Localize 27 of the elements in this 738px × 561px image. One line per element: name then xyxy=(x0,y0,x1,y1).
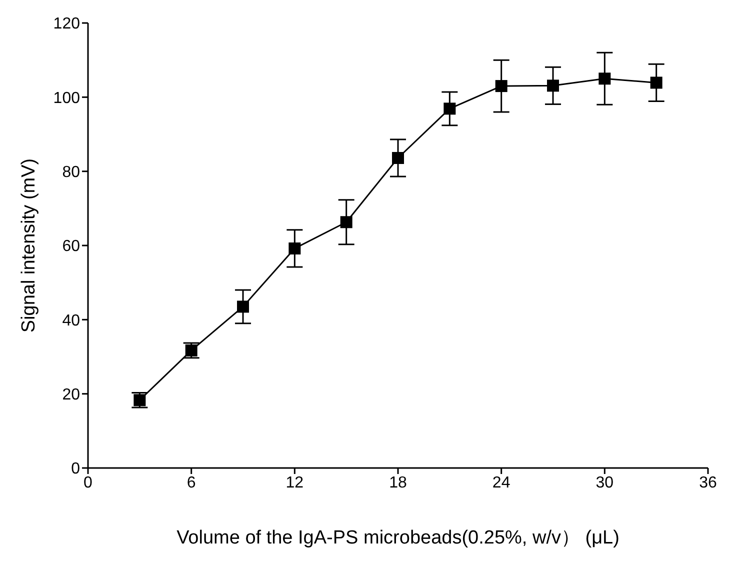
y-axis-title: Signal intensity (mV) xyxy=(18,158,40,333)
y-tick-label: 20 xyxy=(62,386,80,404)
point xyxy=(444,102,456,115)
point xyxy=(392,152,404,164)
point xyxy=(134,394,146,406)
y-tick-label: 0 xyxy=(71,460,80,478)
x-tick-label: 36 xyxy=(699,474,717,492)
y-tick-label: 40 xyxy=(62,312,80,330)
x-tick-label: 18 xyxy=(389,474,407,492)
x-axis-title: Volume of the IgA-PS microbeads(0.25%, w/v） (μL) xyxy=(176,527,620,548)
point xyxy=(598,72,611,85)
point xyxy=(495,80,508,92)
y-tick-label: 100 xyxy=(53,90,80,107)
x-tick-label: 6 xyxy=(186,474,196,492)
x-tick-label: 24 xyxy=(492,474,510,492)
x-tick-label: 30 xyxy=(596,474,614,492)
point xyxy=(340,216,352,228)
y-tick-label: 120 xyxy=(53,16,80,33)
point xyxy=(185,344,198,356)
point xyxy=(650,76,662,89)
y-tick-label: 60 xyxy=(62,238,80,256)
point xyxy=(288,242,301,254)
point xyxy=(237,300,249,313)
point xyxy=(547,80,559,92)
y-tick-label: 80 xyxy=(62,164,80,182)
x-tick-label: 0 xyxy=(84,474,93,492)
x-tick-label: 12 xyxy=(286,474,304,492)
